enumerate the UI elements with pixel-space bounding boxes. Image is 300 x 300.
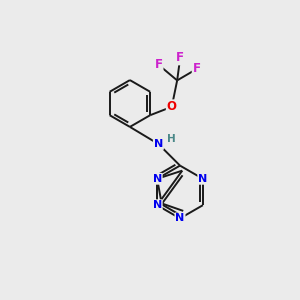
- Text: F: F: [154, 58, 163, 71]
- Text: N: N: [154, 139, 163, 149]
- Text: F: F: [176, 51, 184, 64]
- Text: N: N: [152, 200, 162, 210]
- Text: N: N: [198, 174, 208, 184]
- Text: F: F: [193, 62, 201, 76]
- Text: O: O: [167, 100, 177, 113]
- Text: N: N: [176, 213, 184, 224]
- Text: H: H: [167, 134, 176, 144]
- Text: N: N: [152, 174, 162, 184]
